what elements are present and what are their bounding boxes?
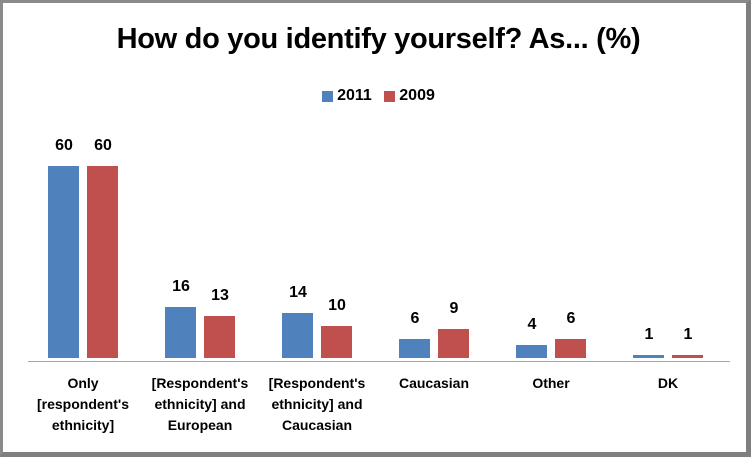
bar-2009-4 <box>555 338 586 358</box>
category-label-line: [Respondent's <box>268 375 366 391</box>
category-label-3: Caucasian <box>376 373 493 394</box>
bar-2011-0 <box>48 166 79 358</box>
category-label-line: Caucasian <box>398 375 470 391</box>
value-label-2011-1: 16 <box>172 277 190 295</box>
x-axis-line <box>28 361 730 362</box>
category-label-line: Other <box>532 375 570 391</box>
legend-swatch-2009 <box>384 90 396 102</box>
category-label-line: European <box>167 417 233 433</box>
category-label-5: DK <box>610 373 727 394</box>
value-label-2011-3: 6 <box>410 309 420 327</box>
bar-2011-4 <box>516 345 547 358</box>
category-label-4: Other <box>493 373 610 394</box>
legend-item-2009: 2009 <box>384 87 435 105</box>
bar-2011-3 <box>399 338 430 358</box>
category-label-line: Only <box>67 375 99 391</box>
legend-swatch-2011 <box>322 90 334 102</box>
value-label-2009-5: 1 <box>683 325 693 343</box>
bar-2009-1 <box>204 316 235 358</box>
value-label-2009-0: 60 <box>94 137 112 154</box>
chart-legend: 2011 2009 <box>3 87 751 107</box>
chart-title: How do you identify yourself? As... (%) <box>116 23 641 55</box>
value-label-2011-4: 4 <box>527 316 537 334</box>
bar-2009-2 <box>321 326 352 358</box>
bar-2009-3 <box>438 329 469 358</box>
category-label-line: DK <box>657 375 679 391</box>
value-label-2009-1: 13 <box>211 287 229 305</box>
category-label-line: [respondent's <box>36 396 129 412</box>
bar-2009-5 <box>672 354 703 358</box>
legend-item-2011: 2011 <box>322 87 372 105</box>
bar-2009-0 <box>87 166 118 358</box>
legend-label-2011: 2011 <box>337 87 372 104</box>
category-label-line: [Respondent's <box>151 375 249 391</box>
category-label-line: Caucasian <box>281 417 353 433</box>
category-label-0: Only [respondent's ethnicity] <box>25 373 142 436</box>
category-label-2: [Respondent's ethnicity] and Caucasian <box>259 373 376 436</box>
value-label-2011-2: 14 <box>289 284 307 302</box>
bar-2011-2 <box>282 313 313 358</box>
category-label-1: [Respondent's ethnicity] and European <box>142 373 259 436</box>
category-label-line: ethnicity] and <box>271 396 363 412</box>
legend-label-2009: 2009 <box>399 87 435 104</box>
value-label-2009-3: 9 <box>449 300 459 318</box>
category-label-line: ethnicity] <box>51 417 115 433</box>
bar-2011-1 <box>165 306 196 358</box>
category-label-line: ethnicity] and <box>154 396 246 412</box>
value-label-2009-4: 6 <box>566 309 576 327</box>
value-label-2011-5: 1 <box>644 325 654 343</box>
value-label-2009-2: 10 <box>328 297 346 314</box>
value-label-2011-0: 60 <box>55 137 73 154</box>
bar-2011-5 <box>633 354 664 358</box>
